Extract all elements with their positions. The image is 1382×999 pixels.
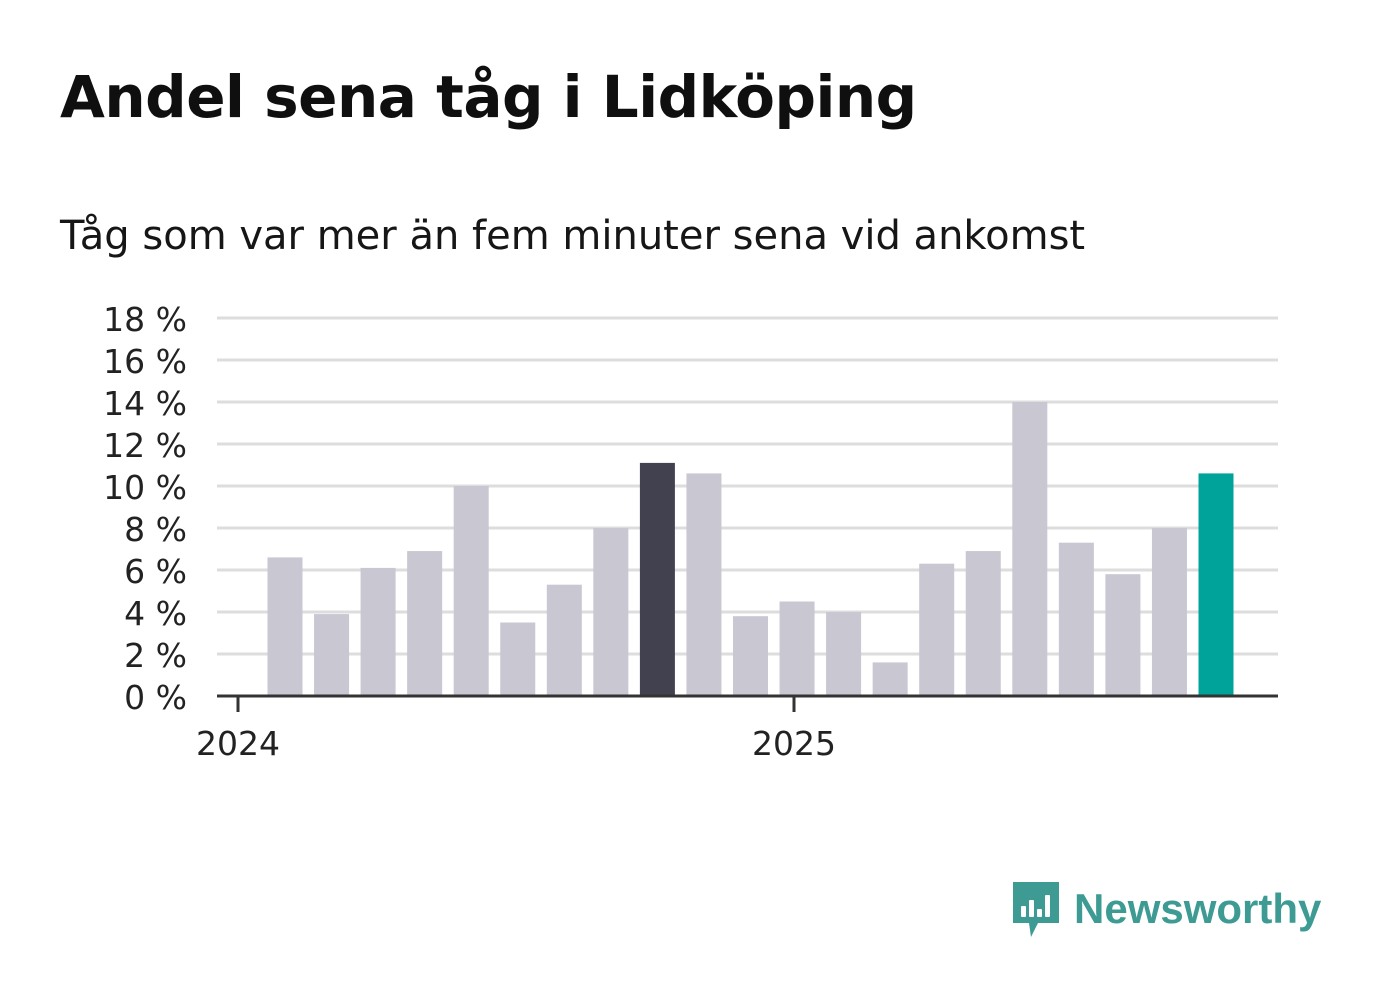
y-tick-label: 8 % <box>124 510 187 549</box>
brand-name: Newsworthy <box>1074 885 1322 932</box>
bar <box>919 563 955 696</box>
x-tick-label: 2024 <box>196 724 280 763</box>
bar <box>360 567 396 696</box>
y-tick-label: 2 % <box>124 636 187 675</box>
y-tick-label: 16 % <box>103 342 187 381</box>
y-tick-label: 0 % <box>124 678 187 717</box>
axes: 0 %2 %4 %6 %8 %10 %12 %14 %16 %18 % 2024 2… <box>103 300 1278 763</box>
bar <box>546 584 582 696</box>
bars <box>267 402 1234 696</box>
bar <box>453 486 489 696</box>
bar <box>965 551 1001 696</box>
y-tick-label: 6 % <box>124 552 187 591</box>
bar <box>267 557 303 696</box>
y-tick-label: 14 % <box>103 384 187 423</box>
bar <box>1012 402 1048 696</box>
bar <box>686 473 722 696</box>
bar <box>733 616 768 696</box>
y-tick-label: 18 % <box>103 300 187 339</box>
bar <box>314 614 350 696</box>
bar <box>1058 542 1094 696</box>
y-tick-label: 4 % <box>124 594 187 633</box>
bar <box>826 612 862 696</box>
y-tick-label: 10 % <box>103 468 187 507</box>
bar <box>500 622 536 696</box>
chart-title: Andel sena tåg i Lidköping <box>60 63 917 131</box>
newsworthy-logo-icon <box>1013 882 1059 937</box>
bar <box>872 662 908 696</box>
bar <box>1151 528 1187 696</box>
bar <box>1105 574 1141 696</box>
chart-subtitle: Tåg som var mer än fem minuter sena vid … <box>60 213 1086 259</box>
bar <box>407 551 443 696</box>
bar <box>639 462 675 696</box>
bar <box>779 601 815 696</box>
y-tick-label: 12 % <box>103 426 187 465</box>
bar-chart: 0 %2 %4 %6 %8 %10 %12 %14 %16 %18 % 2024 2… <box>103 300 1278 763</box>
bar <box>1198 473 1234 696</box>
x-tick-label: 2025 <box>752 724 836 763</box>
bar <box>593 528 629 696</box>
grid-lines <box>217 316 1278 656</box>
brand-logo: Newsworthy <box>1010 878 1321 940</box>
